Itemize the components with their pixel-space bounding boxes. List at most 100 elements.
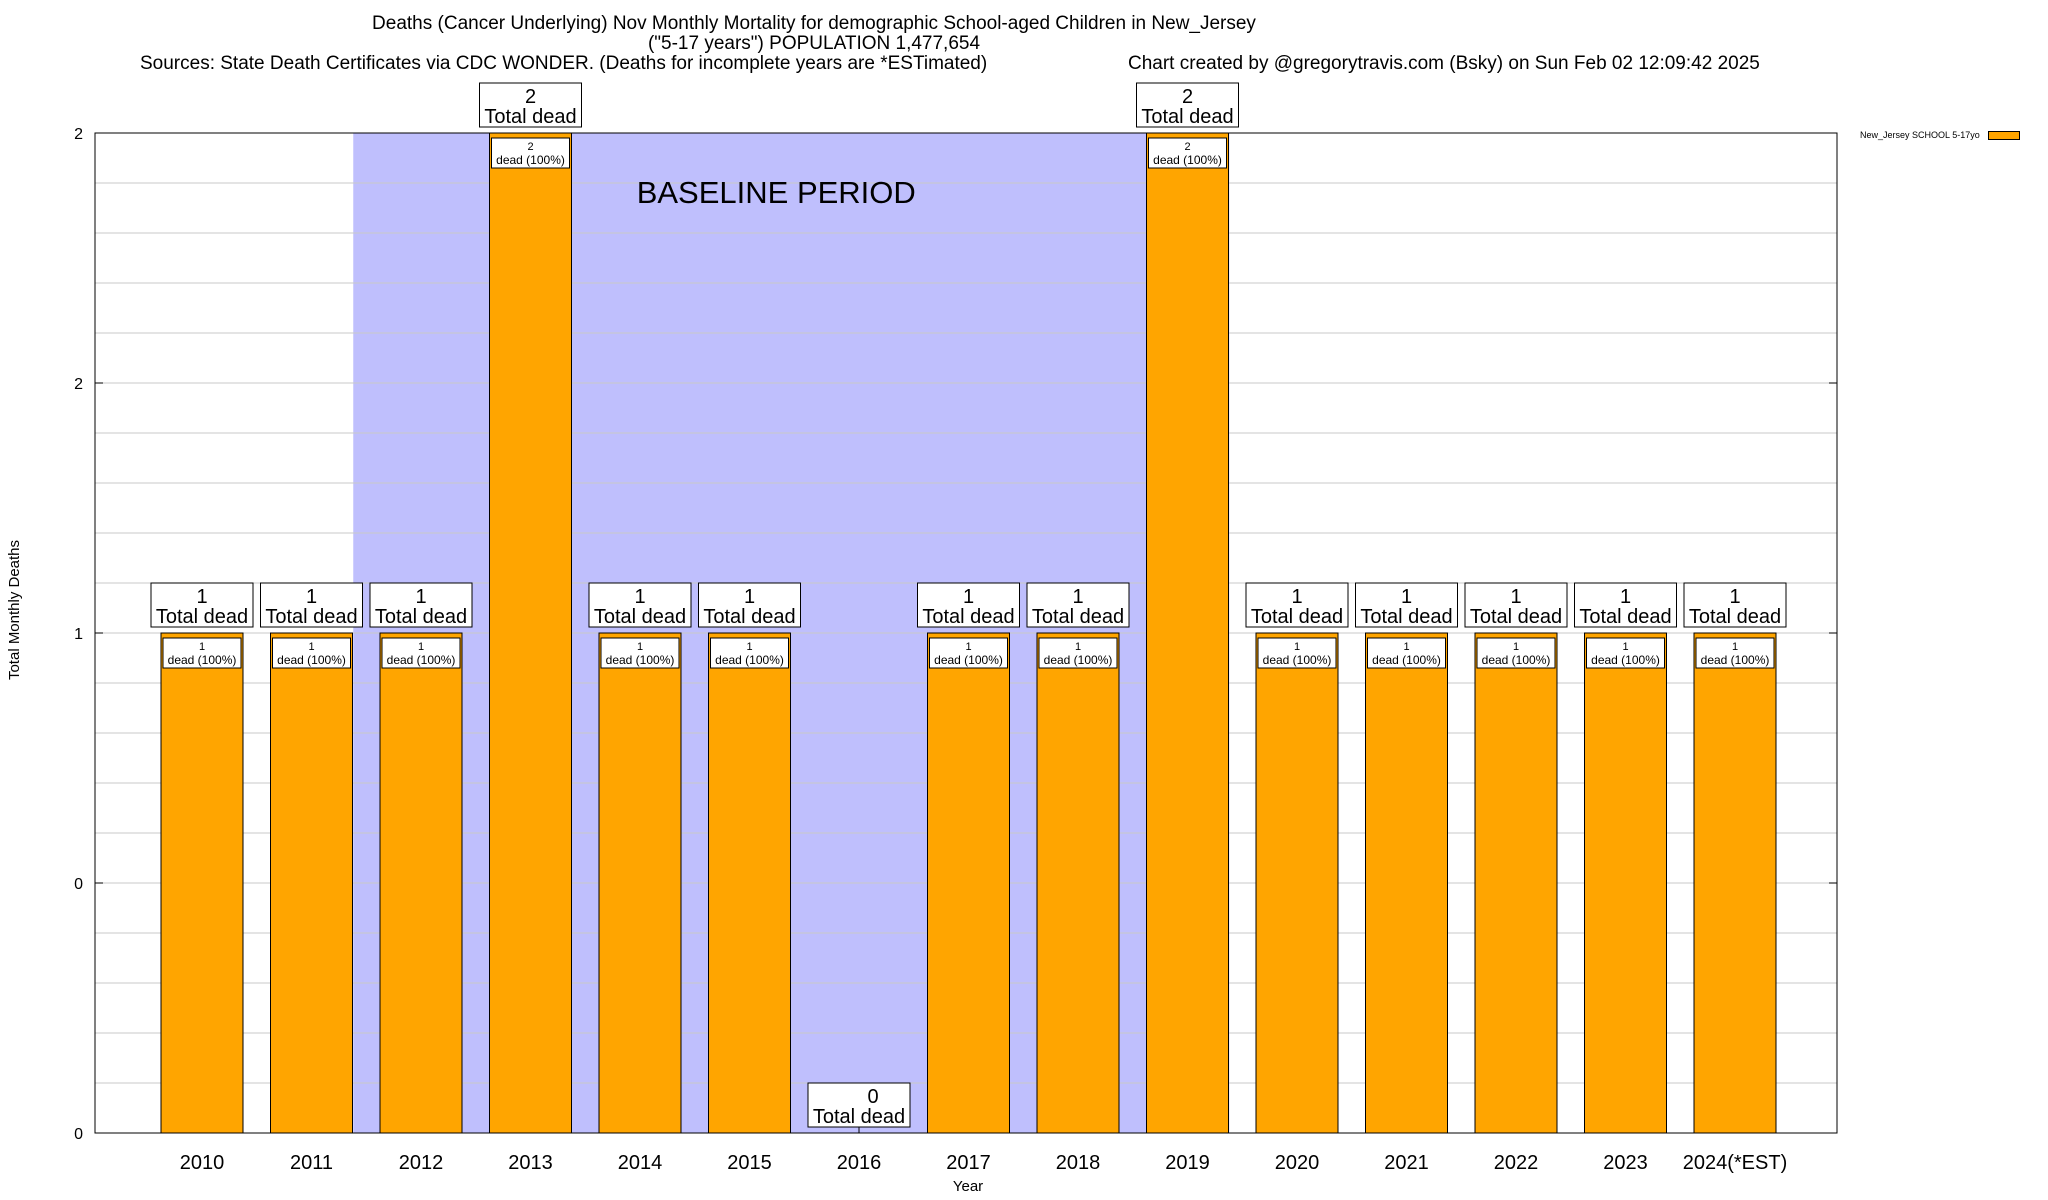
bar xyxy=(270,632,353,1134)
total-label-value: 1 xyxy=(1510,586,1521,608)
segment-label-value: 1 xyxy=(965,641,971,653)
total-label-text: Total dead xyxy=(813,1106,905,1128)
chart-credit: Chart created by @gregorytravis.com (Bsk… xyxy=(1128,53,1760,74)
bar xyxy=(379,632,463,1134)
bar xyxy=(708,632,791,1134)
segment-label-value: 1 xyxy=(1403,641,1409,653)
x-tick-label: 2023 xyxy=(1603,1152,1648,1174)
x-tick-label: 2022 xyxy=(1494,1152,1539,1174)
baseline-label: BASELINE PERIOD xyxy=(637,175,916,210)
segment-label-text: dead (100%) xyxy=(1263,653,1332,667)
total-label-value: 1 xyxy=(1291,586,1302,608)
segment-label-value: 1 xyxy=(199,641,205,653)
segment-label-text: dead (100%) xyxy=(1372,653,1441,667)
x-tick-label: 2021 xyxy=(1384,1152,1429,1174)
segment-label-text: dead (100%) xyxy=(277,653,346,667)
total-label-text: Total dead xyxy=(1251,606,1343,628)
total-label-text: Total dead xyxy=(922,606,1014,628)
segment-label-value: 2 xyxy=(527,141,533,153)
y-tick-label: 2 xyxy=(74,126,83,143)
total-label-value: 1 xyxy=(744,586,755,608)
segment-label-text: dead (100%) xyxy=(387,653,456,667)
segment-label-value: 1 xyxy=(418,641,424,653)
total-label-value: 1 xyxy=(196,586,207,608)
segment-label-box xyxy=(600,637,680,669)
total-label-text: Total dead xyxy=(484,106,576,128)
chart-title-line1: Deaths (Cancer Underlying) Nov Monthly M… xyxy=(372,13,1256,34)
y-tick-label: 2 xyxy=(74,376,83,393)
x-tick-label: 2015 xyxy=(727,1152,772,1174)
x-tick-label: 2012 xyxy=(399,1152,444,1174)
x-tick-label: 2019 xyxy=(1165,1152,1210,1174)
segment-label-box xyxy=(1367,637,1446,669)
legend: New_Jersey SCHOOL 5-17yo xyxy=(1860,130,2020,140)
segment-label-box xyxy=(381,637,461,669)
total-label-box xyxy=(260,582,363,628)
segment-label-text: dead (100%) xyxy=(1591,653,1660,667)
x-tick-label: 2011 xyxy=(290,1152,333,1174)
bar xyxy=(1693,632,1777,1134)
total-label-box xyxy=(588,582,692,628)
x-tick-label: 2016 xyxy=(837,1152,882,1174)
bar xyxy=(489,132,572,1134)
segment-label-box xyxy=(1148,137,1227,169)
total-label-text: Total dead xyxy=(1579,606,1671,628)
bar xyxy=(1584,632,1667,1134)
total-label-box xyxy=(1355,582,1458,628)
legend-swatch xyxy=(1987,130,2020,140)
segment-label-box xyxy=(1586,637,1665,669)
segment-label-box xyxy=(1476,637,1556,669)
total-label-box xyxy=(369,582,473,628)
segment-label-text: dead (100%) xyxy=(1153,153,1222,167)
total-label-value: 2 xyxy=(1182,86,1193,108)
total-label-text: Total dead xyxy=(1360,606,1452,628)
segment-label-box xyxy=(272,637,351,669)
total-label-value: 1 xyxy=(963,586,974,608)
chart-sources: Sources: State Death Certificates via CD… xyxy=(140,53,988,74)
total-label-text: Total dead xyxy=(1689,606,1781,628)
x-tick-label: 2024(*EST) xyxy=(1683,1152,1788,1174)
segment-label-value: 1 xyxy=(746,641,752,653)
bar xyxy=(1146,132,1229,1134)
total-label-box xyxy=(807,1082,911,1128)
segment-label-text: dead (100%) xyxy=(1044,653,1113,667)
total-label-box xyxy=(150,582,254,628)
segment-label-text: dead (100%) xyxy=(606,653,675,667)
x-axis-label-text: Year xyxy=(952,1178,984,1195)
total-label-text: Total dead xyxy=(1141,106,1233,128)
segment-label-text: dead (100%) xyxy=(496,153,565,167)
total-label-box xyxy=(1136,82,1239,128)
total-label-value: 1 xyxy=(1401,586,1412,608)
segment-label-value: 1 xyxy=(308,641,314,653)
x-tick-label: 2020 xyxy=(1275,1152,1320,1174)
y-tick-label: 0 xyxy=(74,876,83,893)
total-label-value: 1 xyxy=(1729,586,1740,608)
x-tick-label: 2017 xyxy=(946,1152,991,1174)
bar xyxy=(1474,632,1558,1134)
segment-label-value: 2 xyxy=(1184,141,1190,153)
y-tick-label: 1 xyxy=(74,626,83,643)
segment-label-box xyxy=(162,637,242,669)
total-label-text: Total dead xyxy=(594,606,686,628)
total-label-value: 2 xyxy=(525,86,536,108)
segment-label-text: dead (100%) xyxy=(1482,653,1551,667)
segment-label-text: dead (100%) xyxy=(168,653,237,667)
segment-label-box xyxy=(1695,637,1775,669)
total-label-text: Total dead xyxy=(703,606,795,628)
total-label-value: 1 xyxy=(306,586,317,608)
bar xyxy=(1255,632,1339,1134)
total-label-box xyxy=(1026,582,1130,628)
segment-label-value: 1 xyxy=(1622,641,1628,653)
segment-label-value: 1 xyxy=(1075,641,1081,653)
bar xyxy=(927,632,1010,1134)
total-label-box xyxy=(1245,582,1349,628)
total-label-text: Total dead xyxy=(156,606,248,628)
segment-label-box xyxy=(1038,637,1118,669)
total-label-text: Total dead xyxy=(265,606,357,628)
segment-label-box xyxy=(491,137,570,169)
x-tick-label: 2010 xyxy=(180,1152,225,1174)
total-label-value: 1 xyxy=(415,586,426,608)
segment-label-value: 1 xyxy=(1732,641,1738,653)
bar xyxy=(1365,632,1448,1134)
y-tick-label: 0 xyxy=(74,1126,83,1143)
